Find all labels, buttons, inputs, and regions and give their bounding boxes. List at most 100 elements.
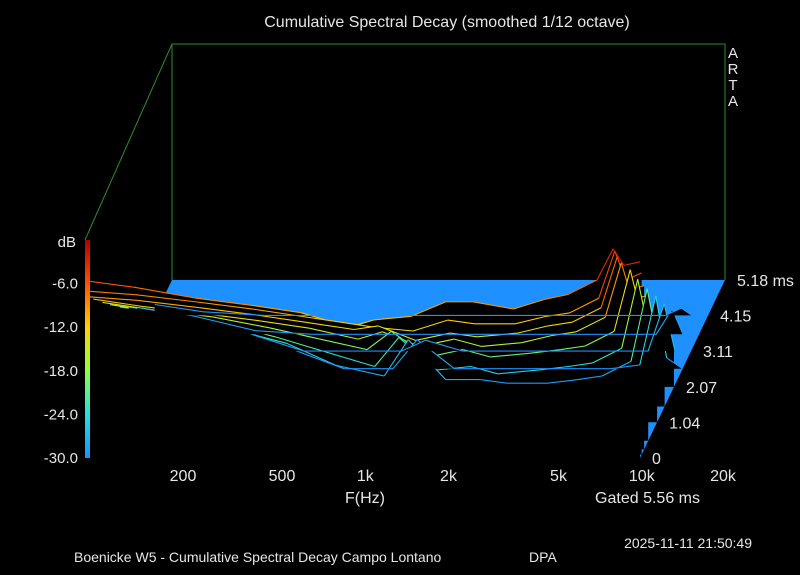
- decay-slice-2-segment: [305, 321, 355, 331]
- y-tick-label: -6.0: [52, 276, 78, 293]
- y-tick-label: -30.0: [44, 450, 78, 467]
- chart-title: Cumulative Spectral Decay (smoothed 1/12…: [264, 14, 630, 31]
- decay-slice-fill-9: [145, 308, 700, 335]
- db-color-bar: [85, 240, 90, 458]
- decay-slice-0-segment: [373, 315, 412, 321]
- decay-slice-3-segment: [93, 298, 143, 307]
- x-axis-ticks: 200 500 1k 2k 5k 10k 20k: [170, 468, 737, 485]
- x-tick-label: 20k: [710, 468, 737, 485]
- time-tick-label: 5.18 ms: [737, 273, 794, 290]
- decay-slice-3-segment: [454, 338, 482, 347]
- decay-slice-1-segment: [514, 315, 546, 325]
- x-tick-label: 500: [269, 468, 296, 485]
- decay-slice-fill-8: [137, 303, 691, 352]
- decay-slice-3-segment: [521, 334, 553, 344]
- decay-slice-fill-10: [154, 304, 709, 316]
- decay-slice-8-segment: [425, 339, 464, 352]
- decay-slice-4-segment: [490, 352, 531, 358]
- decay-slice-3-segment: [551, 331, 577, 337]
- decay-slice-5-segment: [276, 336, 327, 353]
- decay-slice-0-segment: [623, 261, 641, 266]
- decay-slice-3-segment: [604, 262, 622, 318]
- x-tick-label: 2k: [440, 468, 458, 485]
- time-tick-label: 0: [652, 451, 661, 468]
- decay-slice-2-segment: [600, 256, 618, 308]
- decay-slice-0-segment: [195, 297, 253, 306]
- decay-slice-10-segment: [203, 311, 265, 316]
- decay-slice-8-segment: [247, 332, 305, 352]
- decay-slice-1-segment: [569, 297, 599, 314]
- x-axis-label: F(Hz): [345, 490, 385, 507]
- decay-slice-2-segment: [477, 332, 518, 338]
- decay-slice-2-segment: [199, 307, 257, 316]
- gated-label: Gated 5.56 ms: [595, 490, 700, 507]
- decay-slices: [84, 248, 709, 458]
- arta-letter: T: [728, 77, 737, 94]
- decay-slice-1-segment: [135, 294, 198, 303]
- decay-slice-4-segment: [212, 316, 270, 329]
- decay-slice-4-segment: [318, 338, 368, 351]
- decay-slice-10-segment: [680, 307, 693, 316]
- decay-slice-5-segment: [497, 369, 539, 375]
- decay-slice-2-segment: [377, 325, 416, 341]
- decay-slice-6-segment: [480, 379, 508, 384]
- decay-slice-0-segment: [252, 304, 301, 314]
- decay-slice-7-segment: [392, 339, 418, 370]
- microphone-label: DPA: [529, 549, 557, 565]
- decay-slice-1-segment: [302, 315, 352, 325]
- decay-slice-6-segment: [577, 375, 603, 381]
- arta-letter: A: [728, 45, 738, 62]
- decay-slice-7-segment: [666, 357, 684, 370]
- decay-slice-10-segment: [154, 303, 204, 313]
- decay-slice-6-segment: [547, 379, 578, 384]
- arta-letter: R: [728, 61, 739, 78]
- decay-slice-5-segment: [470, 365, 498, 375]
- decay-slice-1-segment: [598, 250, 616, 299]
- decay-slice-0-segment: [513, 299, 544, 310]
- decay-slice-7-segment: [639, 295, 657, 366]
- decay-slice-5-segment: [621, 279, 639, 349]
- decay-slice-6-segment: [383, 339, 409, 377]
- decay-slice-9-segment: [255, 330, 313, 335]
- decay-slice-7-segment: [295, 349, 345, 370]
- decay-slice-0-segment: [84, 280, 134, 288]
- y-tick-label: -12.0: [44, 319, 78, 336]
- decay-slice-0-segment: [596, 248, 614, 281]
- decay-slice-0-segment: [543, 293, 569, 301]
- time-tick-label: 3.11: [703, 344, 733, 361]
- time-tick-label: 1.04: [669, 415, 700, 432]
- decay-slice-2-segment: [353, 325, 379, 331]
- decay-slice-1-segment: [447, 319, 475, 325]
- time-tick-label: 4.15: [720, 308, 751, 325]
- decay-slice-2-segment: [138, 299, 200, 309]
- decay-slice-3-segment: [357, 331, 383, 340]
- arta-letter: A: [728, 93, 738, 110]
- decay-slice-0-segment: [411, 301, 447, 317]
- decay-slice-0-segment: [133, 286, 196, 299]
- decay-slice-2-segment: [517, 325, 549, 334]
- y-axis-label: dB: [58, 234, 76, 251]
- decay-slice-4-segment: [613, 269, 631, 332]
- decay-slice-5-segment: [568, 362, 593, 368]
- chart-frame: [84, 43, 726, 280]
- decay-slice-2-segment: [450, 332, 478, 338]
- decay-slice-6-segment: [286, 342, 336, 366]
- time-tick-label: 2.07: [686, 380, 717, 397]
- decay-slice-1-segment: [197, 301, 254, 310]
- decay-slice-5-segment: [374, 337, 400, 367]
- x-tick-label: 200: [170, 468, 197, 485]
- decay-slice-1-segment: [412, 319, 448, 332]
- x-tick-label: 5k: [550, 468, 568, 485]
- timestamp: 2025-11-11 21:50:49: [624, 535, 752, 551]
- decay-slice-3-segment: [481, 342, 522, 347]
- y-tick-label: -18.0: [44, 363, 78, 380]
- decay-slice-3-segment: [309, 327, 359, 340]
- decay-slice-1-segment: [86, 290, 136, 296]
- decay-slice-6-segment: [335, 364, 385, 377]
- decay-slice-2-segment: [256, 314, 306, 323]
- decay-slice-0-segment: [567, 279, 598, 295]
- decay-slice-8-segment: [647, 303, 665, 352]
- y-tick-label: -24.0: [44, 406, 78, 423]
